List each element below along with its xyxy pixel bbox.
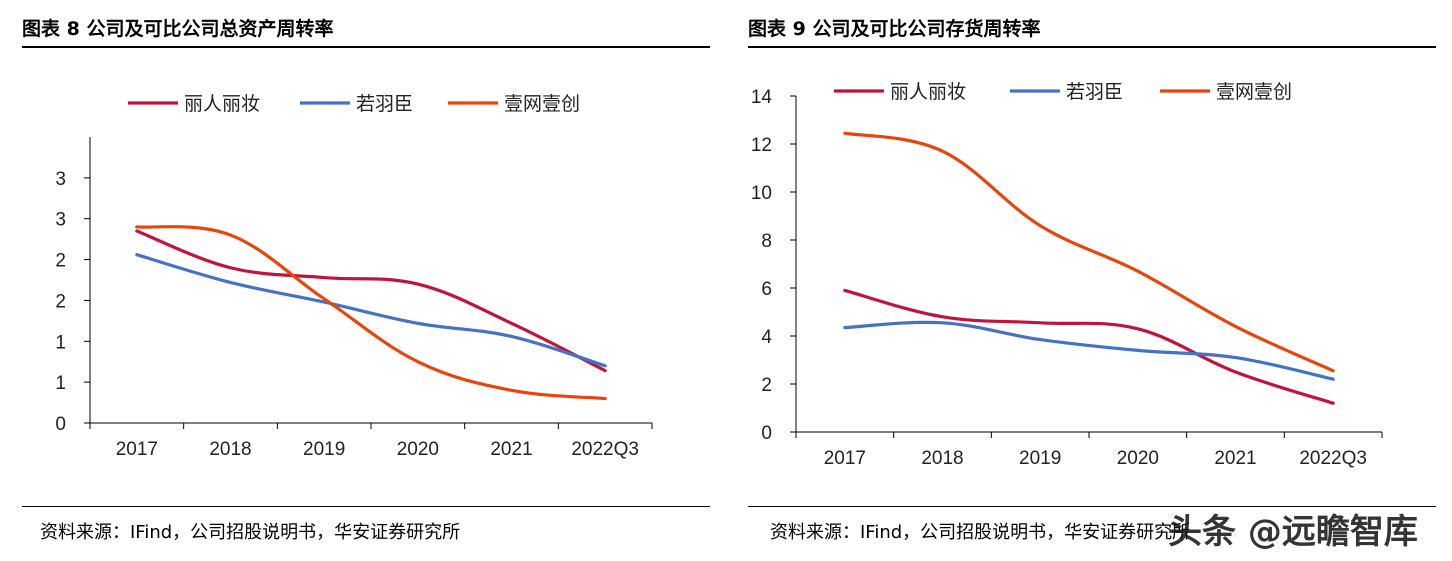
- chart2-x-tick-label: 2021: [1214, 448, 1256, 469]
- chart2-title-rule: [748, 46, 1436, 48]
- chart1-y-tick-label: 3: [55, 210, 66, 231]
- chart1-source-rule: [22, 506, 710, 507]
- chart1-y-tick-label: 0: [55, 414, 66, 435]
- chart1-x-tick-label: 2017: [116, 439, 158, 460]
- chart1-x-tick-label: 2020: [397, 439, 439, 460]
- chart2-legend-label-1: 丽人丽妆: [890, 81, 966, 103]
- chart2-svg: 0 2 4 6 8 10 12 14 2017 2018 2019 2020 2021 2022Q3 丽人丽…: [751, 81, 1383, 469]
- chart2-title: 图表 9 公司及可比公司存货周转率: [748, 18, 1041, 40]
- chart1-y-tick-label: 2: [55, 291, 66, 312]
- chart2-y-tick-label: 4: [761, 327, 772, 348]
- chart1-x-tick-label: 2018: [209, 439, 251, 460]
- chart2-legend-label-2: 若羽臣: [1066, 81, 1123, 103]
- chart2-series-line-1: [843, 288, 1335, 405]
- chart1-series-line-2: [135, 253, 607, 368]
- chart2-y-tick-label: 8: [761, 231, 772, 252]
- chart1-y-tick-label: 1: [55, 332, 66, 353]
- chart1-title: 图表 8 公司及可比公司总资产周转率: [22, 18, 334, 40]
- chart2-x-tick-label: 2020: [1117, 448, 1159, 469]
- watermark: 头条 @远瞻智库: [1168, 512, 1418, 552]
- chart1-source: 资料来源：IFind，公司招股说明书，华安证券研究所: [40, 522, 461, 543]
- chart2-legend-label-3: 壹网壹创: [1216, 81, 1292, 103]
- chart2-series-line-3: [843, 131, 1335, 373]
- chart1-svg: 0 1 1 2 2 3 3 2017 2018 2019 2020 2021 2022Q3 丽人丽妆 若羽臣…: [55, 93, 653, 460]
- chart2-x-tick-label: 2019: [1019, 448, 1061, 469]
- chart2-y-tick-label: 2: [761, 375, 772, 396]
- chart1-series-line-3: [135, 225, 607, 401]
- chart1-series-line-1: [135, 229, 607, 373]
- chart1-x-tick-label: 2019: [303, 439, 345, 460]
- chart2-source-rule: [748, 506, 1436, 507]
- chart1-title-rule: [22, 46, 710, 48]
- chart1-legend-label-2: 若羽臣: [356, 93, 413, 115]
- chart1-x-tick-label: 2022Q3: [571, 439, 639, 460]
- chart1-legend-label-1: 丽人丽妆: [184, 93, 260, 115]
- chart2-y-tick-label: 6: [761, 279, 772, 300]
- chart2-y-tick-label: 0: [761, 423, 772, 444]
- chart1-y-tick-label: 2: [55, 251, 66, 272]
- chart1-legend-label-3: 壹网壹创: [504, 93, 580, 115]
- chart1-x-tick-label: 2021: [490, 439, 532, 460]
- chart2-y-tick-label: 14: [751, 87, 773, 108]
- chart2-x-tick-label: 2022Q3: [1299, 448, 1367, 469]
- chart2-series-line-2: [843, 320, 1335, 381]
- chart2-y-tick-label: 12: [751, 135, 772, 156]
- chart1-y-tick-label: 1: [55, 373, 66, 394]
- chart2-y-tick-label: 10: [751, 183, 772, 204]
- chart2-x-tick-label: 2017: [824, 448, 866, 469]
- chart1-y-tick-label: 3: [55, 169, 66, 190]
- chart2-source: 资料来源：IFind，公司招股说明书，华安证券研究所: [770, 522, 1191, 543]
- chart2-x-tick-label: 2018: [921, 448, 963, 469]
